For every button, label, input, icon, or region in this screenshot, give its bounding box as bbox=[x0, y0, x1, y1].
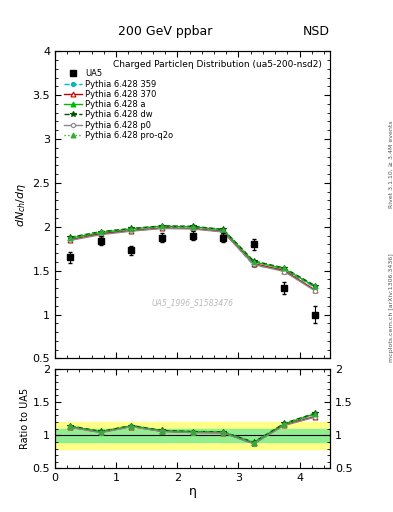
Text: mcplots.cern.ch [arXiv:1306.3436]: mcplots.cern.ch [arXiv:1306.3436] bbox=[389, 253, 393, 361]
Text: UA5_1996_S1583476: UA5_1996_S1583476 bbox=[152, 298, 233, 308]
Legend: UA5, Pythia 6.428 359, Pythia 6.428 370, Pythia 6.428 a, Pythia 6.428 dw, Pythia: UA5, Pythia 6.428 359, Pythia 6.428 370,… bbox=[62, 68, 175, 141]
Text: 200 GeV ppbar: 200 GeV ppbar bbox=[118, 26, 212, 38]
X-axis label: η: η bbox=[189, 485, 196, 498]
Y-axis label: Ratio to UA5: Ratio to UA5 bbox=[20, 388, 30, 449]
Y-axis label: $dN_{ch}/d\eta$: $dN_{ch}/d\eta$ bbox=[14, 183, 28, 227]
Text: Charged Particleη Distribution (ua5-200-nsd2): Charged Particleη Distribution (ua5-200-… bbox=[113, 60, 322, 70]
Text: Rivet 3.1.10, ≥ 3.4M events: Rivet 3.1.10, ≥ 3.4M events bbox=[389, 120, 393, 208]
Text: NSD: NSD bbox=[303, 26, 330, 38]
